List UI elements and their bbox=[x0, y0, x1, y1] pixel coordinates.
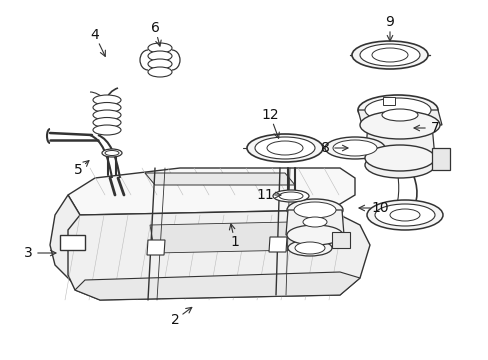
Polygon shape bbox=[60, 235, 85, 250]
Ellipse shape bbox=[366, 200, 442, 230]
Ellipse shape bbox=[325, 137, 384, 159]
Ellipse shape bbox=[364, 152, 434, 178]
Ellipse shape bbox=[148, 67, 172, 77]
Text: 6: 6 bbox=[150, 21, 159, 35]
Ellipse shape bbox=[293, 202, 335, 218]
Polygon shape bbox=[331, 232, 349, 248]
Polygon shape bbox=[150, 222, 299, 253]
Text: 7: 7 bbox=[430, 121, 439, 135]
Ellipse shape bbox=[105, 150, 119, 156]
Ellipse shape bbox=[148, 43, 172, 53]
Polygon shape bbox=[145, 173, 294, 185]
Ellipse shape bbox=[272, 190, 308, 202]
Text: 3: 3 bbox=[23, 246, 32, 260]
Text: 1: 1 bbox=[230, 235, 239, 249]
Ellipse shape bbox=[266, 141, 303, 155]
Text: 5: 5 bbox=[74, 163, 82, 177]
Text: 10: 10 bbox=[370, 201, 388, 215]
Text: 11: 11 bbox=[256, 188, 273, 202]
Polygon shape bbox=[147, 240, 164, 255]
Polygon shape bbox=[68, 210, 369, 300]
Ellipse shape bbox=[93, 125, 121, 135]
Polygon shape bbox=[268, 237, 286, 252]
Ellipse shape bbox=[359, 44, 419, 66]
Ellipse shape bbox=[286, 199, 342, 221]
Ellipse shape bbox=[93, 117, 121, 127]
Text: 4: 4 bbox=[90, 28, 99, 42]
Ellipse shape bbox=[93, 103, 121, 112]
Ellipse shape bbox=[381, 109, 417, 121]
Ellipse shape bbox=[389, 209, 419, 221]
Text: 12: 12 bbox=[261, 108, 278, 122]
Ellipse shape bbox=[371, 48, 407, 62]
Ellipse shape bbox=[287, 240, 331, 256]
Ellipse shape bbox=[294, 242, 325, 254]
Polygon shape bbox=[50, 195, 80, 290]
Text: 9: 9 bbox=[385, 15, 394, 29]
Ellipse shape bbox=[332, 140, 376, 156]
Ellipse shape bbox=[254, 137, 314, 159]
Ellipse shape bbox=[303, 217, 326, 227]
Text: 8: 8 bbox=[320, 141, 329, 155]
Ellipse shape bbox=[357, 95, 437, 125]
Ellipse shape bbox=[286, 225, 342, 245]
Polygon shape bbox=[431, 148, 449, 170]
Ellipse shape bbox=[93, 95, 121, 105]
Text: 2: 2 bbox=[170, 313, 179, 327]
Ellipse shape bbox=[279, 192, 303, 200]
Ellipse shape bbox=[364, 98, 430, 122]
Ellipse shape bbox=[351, 41, 427, 69]
Ellipse shape bbox=[148, 51, 172, 61]
Polygon shape bbox=[285, 210, 343, 235]
Ellipse shape bbox=[102, 149, 122, 157]
Polygon shape bbox=[75, 272, 359, 300]
Polygon shape bbox=[364, 125, 434, 158]
Polygon shape bbox=[68, 168, 354, 215]
Ellipse shape bbox=[246, 134, 323, 162]
Ellipse shape bbox=[364, 145, 434, 171]
Ellipse shape bbox=[148, 59, 172, 69]
Ellipse shape bbox=[359, 111, 439, 139]
Polygon shape bbox=[357, 110, 441, 125]
Ellipse shape bbox=[93, 110, 121, 120]
Polygon shape bbox=[382, 97, 394, 105]
Ellipse shape bbox=[374, 204, 434, 226]
